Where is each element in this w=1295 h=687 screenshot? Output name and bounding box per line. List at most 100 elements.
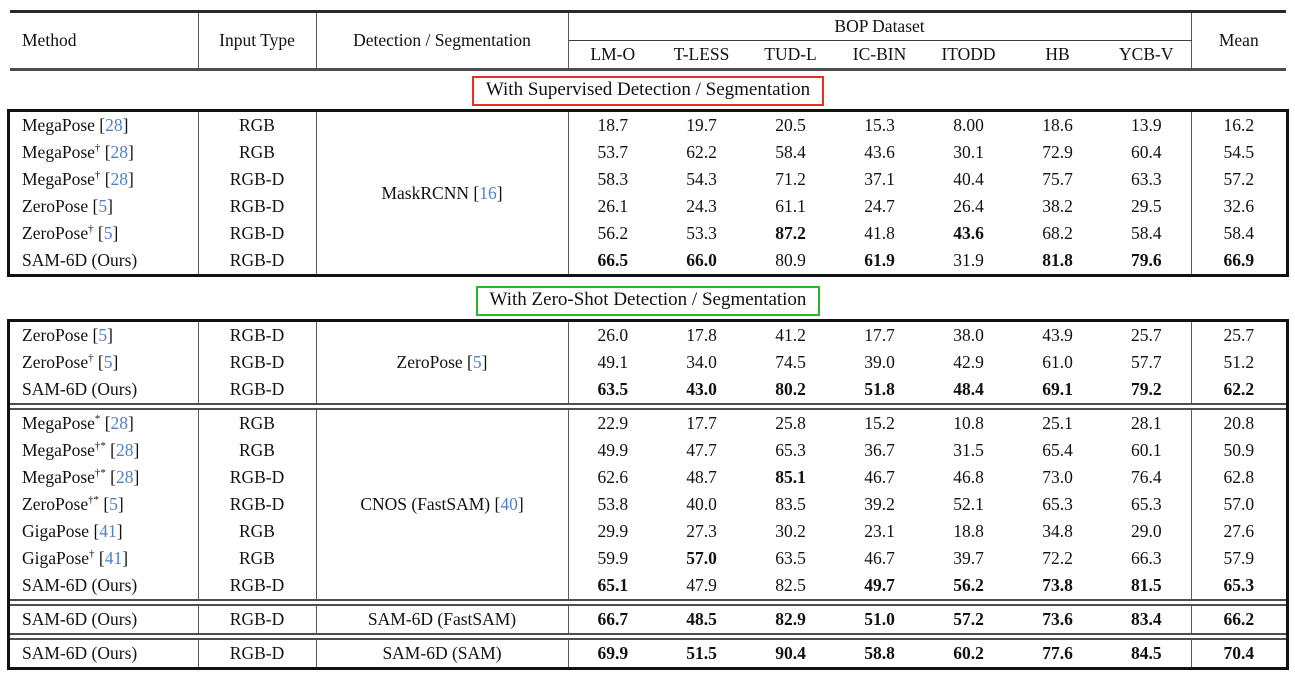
method-superscript: † (89, 548, 95, 561)
citation-link[interactable]: 28 (110, 142, 129, 162)
input-type-cell: RGB-D (198, 349, 317, 376)
score-cell: 25.1 (1042, 413, 1073, 433)
score-cell: 79.6 (1130, 250, 1162, 270)
input-type-cell: RGB (198, 139, 317, 166)
score-cell: 58.3 (597, 169, 629, 189)
score-cell: 46.7 (864, 467, 895, 487)
mean-cell: 20.8 (1190, 410, 1286, 437)
citation-link[interactable]: 5 (103, 352, 113, 372)
block-separator-rule (10, 599, 1286, 606)
citation-link[interactable]: 16 (479, 182, 497, 203)
score-cell: 57.0 (686, 548, 717, 568)
mean-cell: 62.2 (1190, 376, 1286, 403)
input-type-cell: RGB-D (198, 247, 317, 274)
citation-link[interactable]: 5 (472, 352, 482, 372)
table-row: ZeroPose†* [5] RGB-D 53.8 40.0 83.5 39.2 52.1 6… (10, 491, 1286, 518)
table-row: MegaPose [28] RGB MaskRCNN [16] 18.7 19.7 20.… (10, 112, 1286, 274)
score-cell: 65.1 (597, 575, 629, 595)
method-cell: MegaPose* [28] (10, 410, 199, 437)
zeroshot-block-table: SAM-6D (Ours) RGB-D SAM-6D (SAM) 69.9 51.5 90… (10, 640, 1286, 667)
block-separator-rule (10, 633, 1286, 640)
score-cell: 73.8 (1042, 575, 1073, 595)
score-cell: 25.8 (775, 413, 806, 433)
citation-link[interactable]: 28 (110, 169, 129, 189)
method-superscript: †* (94, 467, 106, 480)
citation-link[interactable]: 5 (98, 325, 108, 345)
score-cell: 38.0 (953, 325, 984, 345)
score-cell: 56.2 (597, 223, 629, 243)
score-cell: 39.0 (864, 352, 895, 372)
score-cell: 81.5 (1130, 575, 1162, 595)
method-cell: MegaPose† [28] (10, 139, 199, 166)
score-cell: 17.8 (686, 325, 717, 345)
mean-cell: 58.4 (1190, 220, 1286, 247)
score-cell: 27.3 (686, 521, 717, 541)
score-cell: 73.6 (1042, 609, 1073, 629)
score-cell: 10.8 (953, 413, 984, 433)
table-row: MegaPose* [28] RGB CNOS (FastSAM) [40] 22.9… (10, 410, 1286, 599)
mean-cell: 16.2 (1190, 112, 1286, 139)
table-row: ZeroPose [5] RGB-D 26.1 24.3 61.1 24.7 26.4 38.… (10, 193, 1286, 220)
score-cell: 40.0 (686, 494, 717, 514)
score-cell: 54.3 (686, 169, 717, 189)
input-type-cell: RGB-D (198, 376, 317, 403)
supervised-block-table: MegaPose [28] RGB MaskRCNN [16] 18.7 19.7 20.… (10, 112, 1286, 274)
score-cell: 82.5 (775, 575, 806, 595)
score-cell: 17.7 (864, 325, 895, 345)
zeroshot-block-table: MegaPose* [28] RGB CNOS (FastSAM) [40] 22.9… (10, 410, 1286, 599)
input-type-cell: RGB (198, 437, 317, 464)
input-type-cell: RGB (198, 410, 317, 437)
input-type-cell: RGB-D (198, 640, 317, 667)
col-header-t-less: T-LESS (673, 44, 730, 64)
citation-link[interactable]: 40 (500, 494, 518, 514)
score-cell: 52.1 (953, 494, 984, 514)
method-cell: SAM-6D (Ours) (10, 247, 199, 274)
score-cell: 61.1 (775, 196, 806, 216)
score-cell: 49.1 (597, 352, 629, 372)
score-cell: 18.8 (953, 521, 984, 541)
score-cell: 46.8 (953, 467, 984, 487)
mean-cell: 66.9 (1190, 247, 1286, 274)
input-type-cell: RGB-D (198, 491, 317, 518)
citation-link[interactable]: 41 (99, 521, 117, 541)
method-superscript: †* (88, 494, 99, 507)
col-header-ycb-v: YCB-V (1119, 44, 1174, 64)
score-cell: 66.3 (1130, 548, 1162, 568)
header-bottom-rule (10, 68, 1286, 71)
method-superscript: † (94, 142, 101, 155)
citation-link[interactable]: 5 (109, 494, 118, 514)
score-cell: 75.7 (1042, 169, 1073, 189)
table-row: SAM-6D (Ours) RGB-D 65.1 47.9 82.5 49.7 56.2 73… (10, 572, 1286, 599)
score-cell: 72.2 (1042, 548, 1073, 568)
mean-cell: 32.6 (1190, 193, 1286, 220)
citation-link[interactable]: 28 (105, 115, 123, 135)
citation-link[interactable]: 28 (110, 413, 129, 433)
citation-link[interactable]: 5 (98, 196, 108, 216)
score-cell: 18.6 (1042, 115, 1073, 135)
mean-cell: 57.9 (1190, 545, 1286, 572)
citation-link[interactable]: 5 (103, 223, 113, 243)
citation-link[interactable]: 41 (104, 548, 123, 568)
score-cell: 62.2 (686, 142, 717, 162)
input-type-cell: RGB-D (198, 464, 317, 491)
score-cell: 65.4 (1042, 440, 1073, 460)
citation-link[interactable]: 28 (115, 467, 134, 487)
score-cell: 63.5 (775, 548, 806, 568)
score-cell: 15.3 (864, 115, 895, 135)
score-cell: 58.8 (864, 643, 895, 663)
citation-link[interactable]: 28 (115, 440, 134, 460)
col-header-lm-o: LM-O (590, 44, 636, 64)
method-superscript: † (88, 352, 94, 365)
score-cell: 48.7 (686, 467, 717, 487)
method-cell: ZeroPose†* [5] (10, 491, 199, 518)
score-cell: 84.5 (1130, 643, 1162, 663)
supervised-section-box: MegaPose [28] RGB MaskRCNN [16] 18.7 19.7 20.… (7, 109, 1289, 277)
score-cell: 53.3 (686, 223, 717, 243)
mean-cell: 27.6 (1190, 518, 1286, 545)
col-header-itodd: ITODD (941, 44, 996, 64)
score-cell: 58.4 (1130, 223, 1162, 243)
score-cell: 18.7 (597, 115, 629, 135)
score-cell: 13.9 (1130, 115, 1162, 135)
score-cell: 65.3 (775, 440, 806, 460)
score-cell: 83.4 (1130, 609, 1162, 629)
